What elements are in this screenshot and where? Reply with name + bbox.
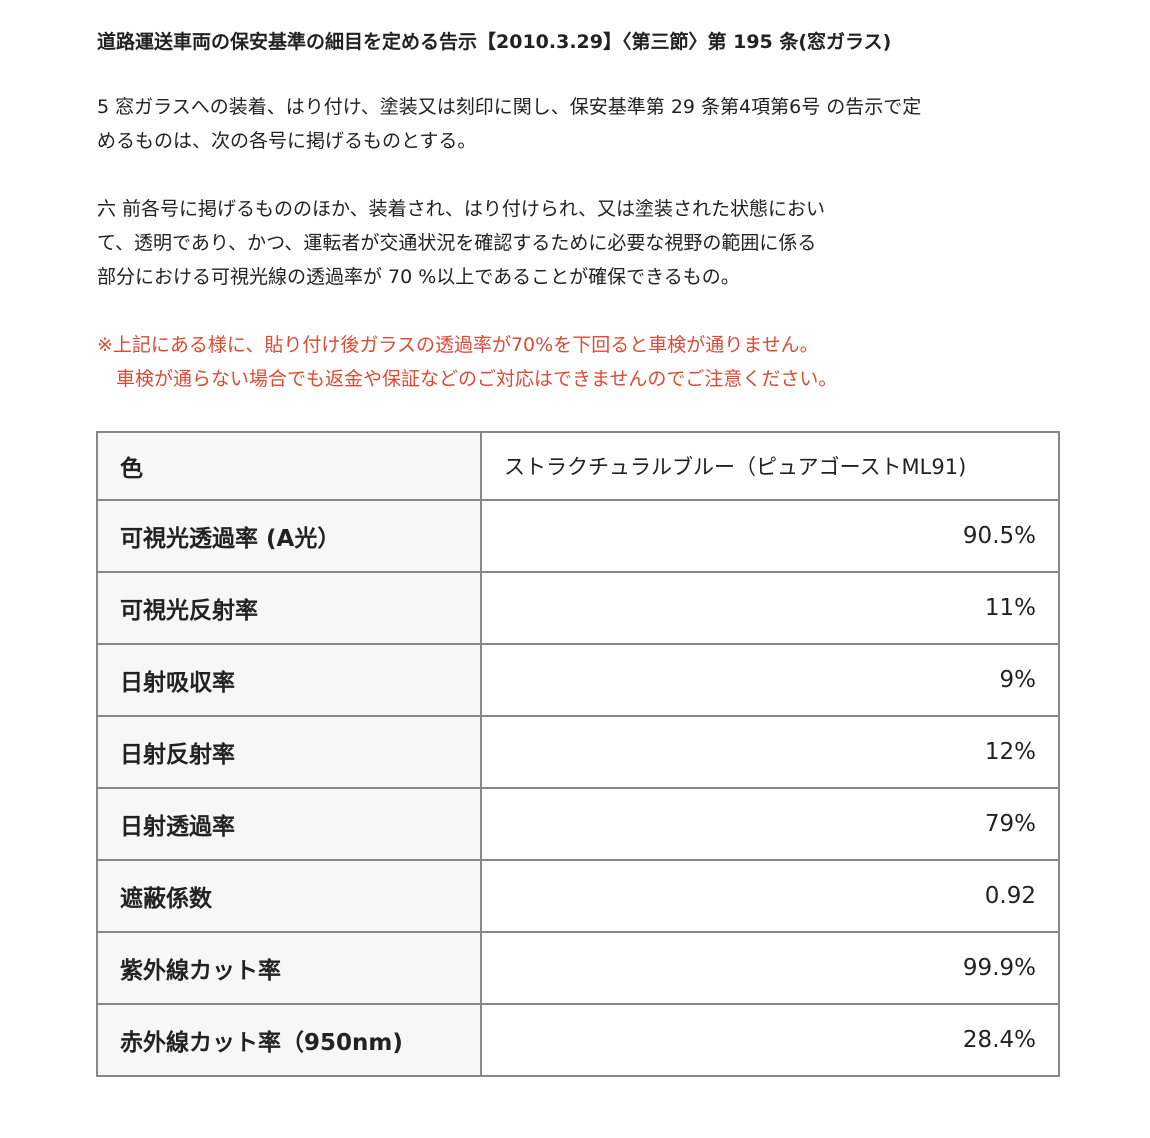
spec-table: 色 ストラクチュラルブルー（ピュアゴーストML91) 可視光透過率 (A光） 90… [96, 431, 1060, 1077]
row-label: 遮蔽係数 [96, 859, 482, 933]
text-line: 部分における可視光線の透過率が 70 %以上であることが確保できるもの。 [97, 266, 740, 288]
row-value: 11% [480, 571, 1060, 645]
row-value: 12% [480, 715, 1060, 789]
table-row: 可視光透過率 (A光） 90.5% [96, 499, 1060, 573]
text-line: めるものは、次の各号に掲げるものとする。 [97, 130, 477, 152]
text-line: て、透明であり、かつ、運転者が交通状況を確認するために必要な視野の範囲に係る [97, 232, 817, 254]
text-line: 六 前各号に掲げるもののほか、装着され、はり付けられ、又は塗装された状態におい [97, 198, 826, 220]
paragraph-item-6: 六 前各号に掲げるもののほか、装着され、はり付けられ、又は塗装された状態におい … [97, 192, 825, 294]
table-row: 日射反射率 12% [96, 715, 1060, 789]
paragraph-item-5: 5 窓ガラスへの装着、はり付け、塗装又は刻印に関し、保安基準第 29 条第4項第… [97, 90, 921, 158]
table-row: 日射吸収率 9% [96, 643, 1060, 717]
table-row: 遮蔽係数 0.92 [96, 859, 1060, 933]
table-row: 紫外線カット率 99.9% [96, 931, 1060, 1005]
text-line: 車検が通らない場合でも返金や保証などのご対応はできませんのでご注意ください。 [97, 368, 838, 390]
row-label: 赤外線カット率（950nm) [96, 1003, 482, 1077]
row-value: 9% [480, 643, 1060, 717]
row-label: 可視光透過率 (A光） [96, 499, 482, 573]
header-label: 色 [96, 431, 482, 501]
row-value: 90.5% [480, 499, 1060, 573]
header-value: ストラクチュラルブルー（ピュアゴーストML91) [480, 431, 1060, 501]
row-label: 可視光反射率 [96, 571, 482, 645]
row-value: 0.92 [480, 859, 1060, 933]
row-value: 28.4% [480, 1003, 1060, 1077]
notice: ※上記にある様に、貼り付け後ガラスの透過率が70%を下回ると車検が通りません。 … [97, 328, 837, 396]
row-label: 紫外線カット率 [96, 931, 482, 1005]
row-value: 99.9% [480, 931, 1060, 1005]
row-value: 79% [480, 787, 1060, 861]
table-header-row: 色 ストラクチュラルブルー（ピュアゴーストML91) [96, 431, 1060, 501]
text-line: 5 窓ガラスへの装着、はり付け、塗装又は刻印に関し、保安基準第 29 条第4項第… [97, 96, 922, 118]
row-label: 日射吸収率 [96, 643, 482, 717]
row-label: 日射反射率 [96, 715, 482, 789]
table-row: 日射透過率 79% [96, 787, 1060, 861]
table-row: 赤外線カット率（950nm) 28.4% [96, 1003, 1060, 1077]
table-row: 可視光反射率 11% [96, 571, 1060, 645]
row-label: 日射透過率 [96, 787, 482, 861]
page-title: 道路運送車両の保安基準の細目を定める告示【2010.3.29】〈第三節〉第 19… [97, 31, 892, 53]
text-line: ※上記にある様に、貼り付け後ガラスの透過率が70%を下回ると車検が通りません。 [97, 334, 819, 356]
